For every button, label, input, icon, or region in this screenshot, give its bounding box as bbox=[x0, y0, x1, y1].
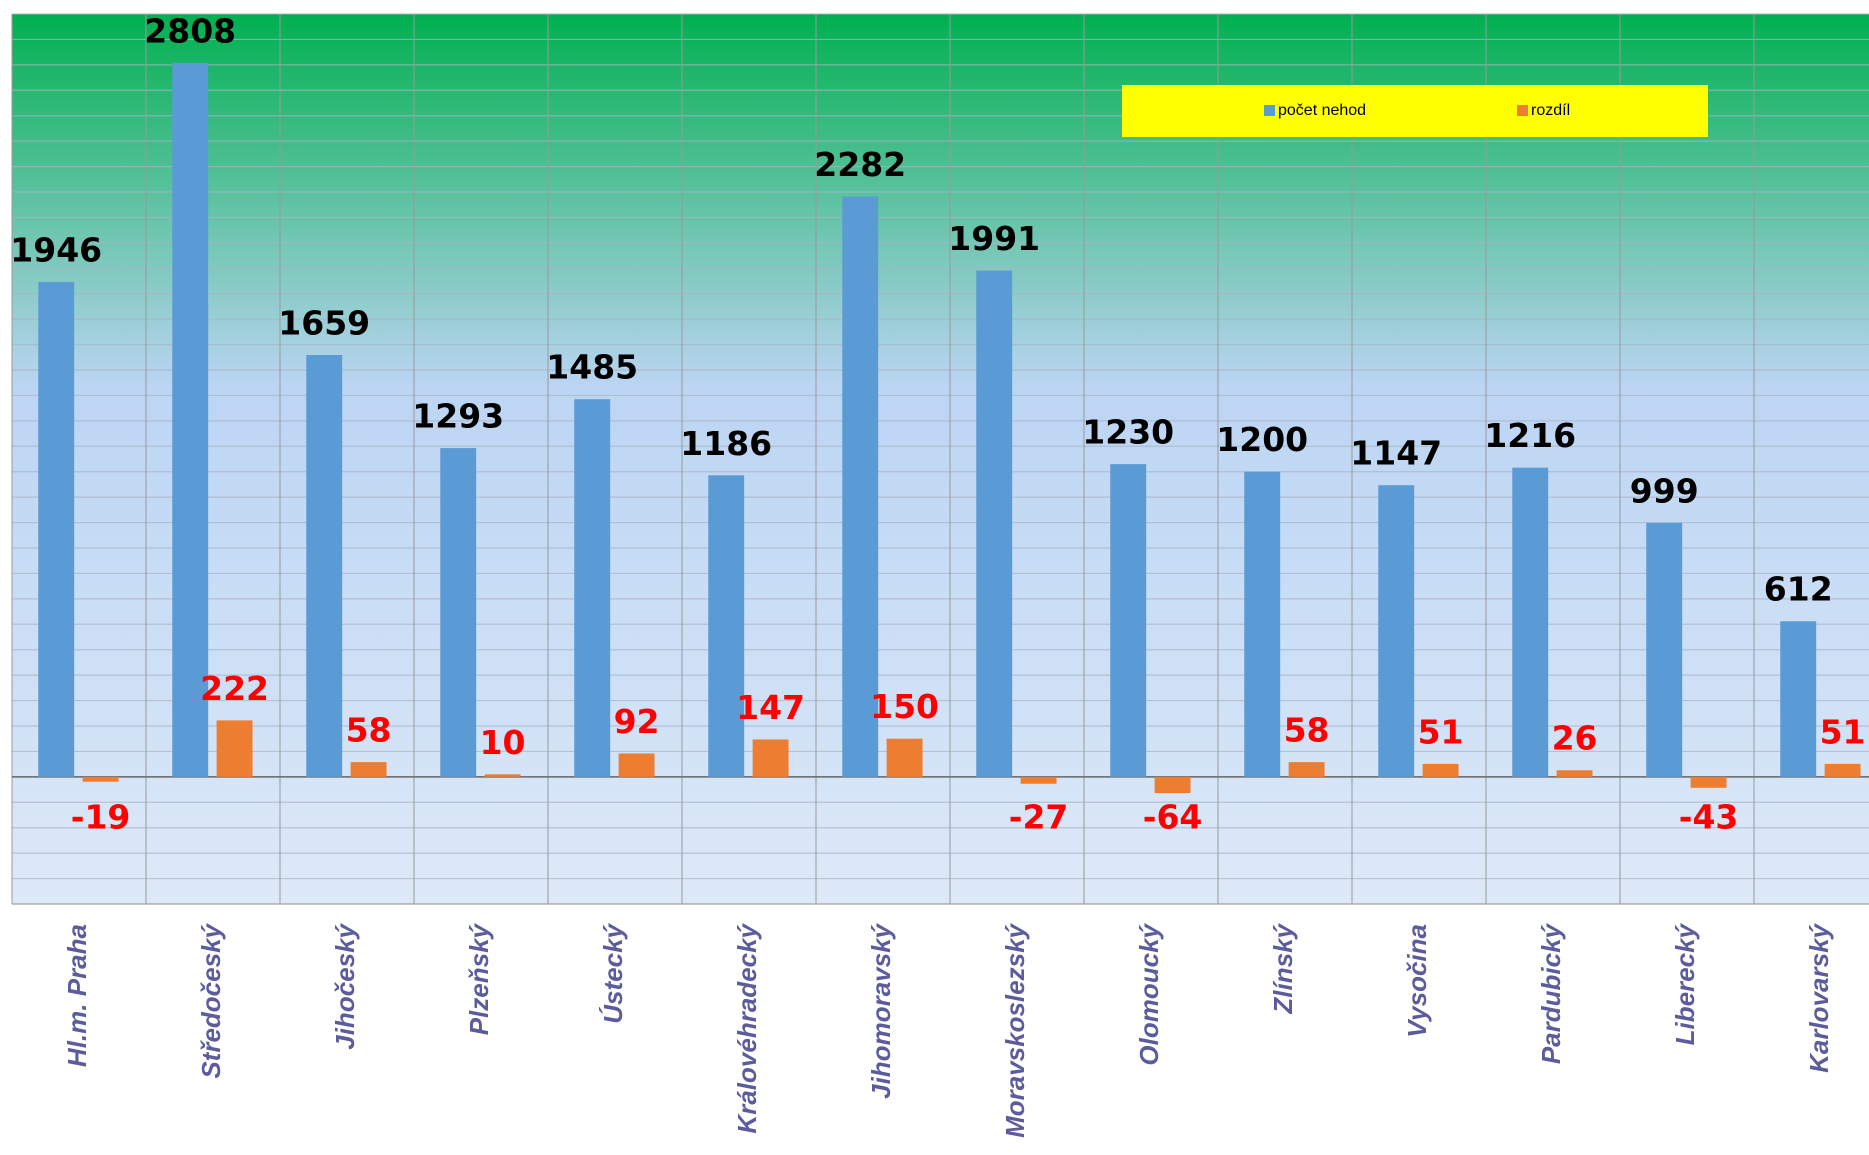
x-tick-label: Pardubický bbox=[1536, 922, 1566, 1064]
data-label: 1230 bbox=[1082, 413, 1174, 452]
bar bbox=[1646, 522, 1683, 777]
bar bbox=[618, 753, 655, 777]
bar bbox=[574, 399, 611, 777]
x-tick-label: Vysočina bbox=[1402, 924, 1432, 1038]
bar bbox=[1378, 485, 1415, 777]
x-tick-label: Hl.m. Praha bbox=[62, 924, 92, 1067]
data-label: 92 bbox=[614, 702, 660, 741]
legend-label: počet nehod bbox=[1278, 102, 1366, 119]
data-label: 612 bbox=[1764, 570, 1833, 609]
x-tick-label: Moravskoslezský bbox=[1000, 922, 1030, 1137]
data-label: -43 bbox=[1679, 797, 1739, 836]
x-tick-label: Zlínský bbox=[1268, 922, 1298, 1014]
data-label: 58 bbox=[1284, 711, 1330, 750]
data-label: 147 bbox=[736, 688, 805, 727]
bar bbox=[440, 448, 477, 777]
data-label: 222 bbox=[200, 669, 269, 708]
data-label: 1991 bbox=[948, 219, 1040, 258]
x-tick-label: Plzeňský bbox=[464, 922, 494, 1035]
bar bbox=[1154, 776, 1191, 794]
legend-swatch bbox=[1517, 105, 1528, 116]
bar bbox=[1244, 471, 1281, 777]
bar bbox=[1110, 464, 1147, 777]
bar bbox=[752, 739, 789, 777]
data-label: -27 bbox=[1009, 797, 1069, 836]
bar bbox=[1556, 770, 1593, 777]
data-label: 1485 bbox=[546, 348, 638, 387]
x-tick-label: Olomoucký bbox=[1134, 922, 1164, 1065]
bar bbox=[886, 738, 923, 777]
bar bbox=[350, 762, 387, 777]
data-label: 1200 bbox=[1216, 420, 1308, 459]
data-label: 1946 bbox=[10, 231, 102, 270]
data-label: 58 bbox=[346, 711, 392, 750]
x-tick-label: Ústecký bbox=[598, 922, 628, 1023]
data-label: 2808 bbox=[144, 11, 236, 50]
bar bbox=[484, 774, 521, 777]
data-label: 51 bbox=[1820, 712, 1866, 751]
data-label: 10 bbox=[480, 723, 526, 762]
bar bbox=[216, 720, 253, 777]
legend-label: rozdíl bbox=[1531, 102, 1570, 119]
x-tick-label: Liberecký bbox=[1670, 922, 1700, 1045]
x-tick-label: Královéhradecký bbox=[732, 922, 762, 1133]
x-tick-label: Jihomoravský bbox=[866, 922, 896, 1098]
bar bbox=[1824, 763, 1861, 777]
bar bbox=[172, 62, 209, 777]
data-label: 51 bbox=[1418, 712, 1464, 751]
bar bbox=[976, 270, 1013, 777]
data-label: 26 bbox=[1552, 719, 1598, 758]
bar bbox=[306, 354, 343, 777]
x-tick-label: Jihočeský bbox=[330, 922, 360, 1049]
bar bbox=[1020, 776, 1057, 784]
bar bbox=[1288, 762, 1325, 777]
bar bbox=[1512, 467, 1549, 777]
x-tick-label: Karlovarský bbox=[1804, 922, 1834, 1072]
data-label: 2282 bbox=[814, 145, 906, 184]
x-tick-label: Středočeský bbox=[196, 922, 226, 1078]
data-label: 1147 bbox=[1350, 434, 1442, 473]
data-label: 1293 bbox=[412, 397, 504, 436]
bar bbox=[1690, 776, 1727, 788]
data-label: 1659 bbox=[278, 303, 370, 342]
bar bbox=[82, 776, 119, 782]
bar bbox=[1780, 621, 1817, 777]
data-label: -19 bbox=[71, 797, 131, 836]
legend-box bbox=[1122, 85, 1708, 137]
data-label: 1216 bbox=[1484, 416, 1576, 455]
data-label: 1186 bbox=[680, 424, 772, 463]
legend-swatch bbox=[1264, 105, 1275, 116]
data-label: 999 bbox=[1630, 471, 1699, 510]
data-label: -64 bbox=[1143, 797, 1203, 836]
bar bbox=[1422, 763, 1459, 777]
bar bbox=[708, 475, 745, 777]
bar bbox=[38, 282, 75, 777]
data-label: 150 bbox=[870, 687, 939, 726]
bar bbox=[842, 196, 879, 777]
